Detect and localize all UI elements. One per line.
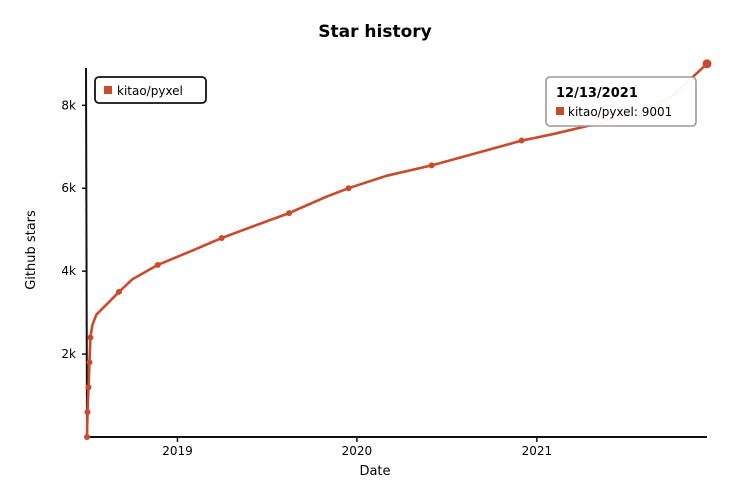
series-point <box>154 261 161 268</box>
series-point <box>84 434 90 440</box>
tooltip-swatch <box>556 107 564 115</box>
x-tick-label: 2020 <box>342 444 373 458</box>
tooltip-value: kitao/pyxel: 9001 <box>568 105 672 119</box>
tooltip-box <box>545 76 697 127</box>
series-point <box>428 162 435 169</box>
legend-swatch <box>104 86 112 94</box>
series-point <box>115 288 122 295</box>
series-point <box>87 334 94 341</box>
y-axis-label: Github stars <box>24 210 39 290</box>
legend-item-kitao-pyxel: kitao/pyxel <box>117 84 183 98</box>
tooltip-date: 12/13/2021 <box>556 86 638 101</box>
series-point <box>345 185 352 192</box>
legend: kitao/pyxel <box>94 76 207 104</box>
y-axis-line <box>85 67 88 438</box>
y-tick-label: 8k <box>61 98 76 112</box>
y-tick-label: 4k <box>61 264 76 278</box>
series-point <box>218 234 225 241</box>
legend-box <box>94 76 207 104</box>
series-point-latest <box>702 59 712 69</box>
x-tick-label: 2019 <box>162 444 193 458</box>
series-point <box>85 384 92 391</box>
y-axis-ticks: 2k 4k 6k 8k <box>61 98 87 361</box>
tooltip: 12/13/2021 kitao/pyxel: 9001 <box>545 76 697 127</box>
x-axis-ticks: 2019 2020 2021 <box>162 437 552 458</box>
y-tick-label: 2k <box>61 347 76 361</box>
series-layer <box>84 59 712 440</box>
x-tick-label: 2021 <box>522 444 553 458</box>
x-axis-label: Date <box>359 464 390 479</box>
chart-title: Star history <box>318 22 431 42</box>
series-point <box>518 137 525 144</box>
y-tick-label: 6k <box>61 181 76 195</box>
series-point <box>86 359 93 366</box>
series-point <box>84 409 91 416</box>
series-point <box>286 210 293 217</box>
